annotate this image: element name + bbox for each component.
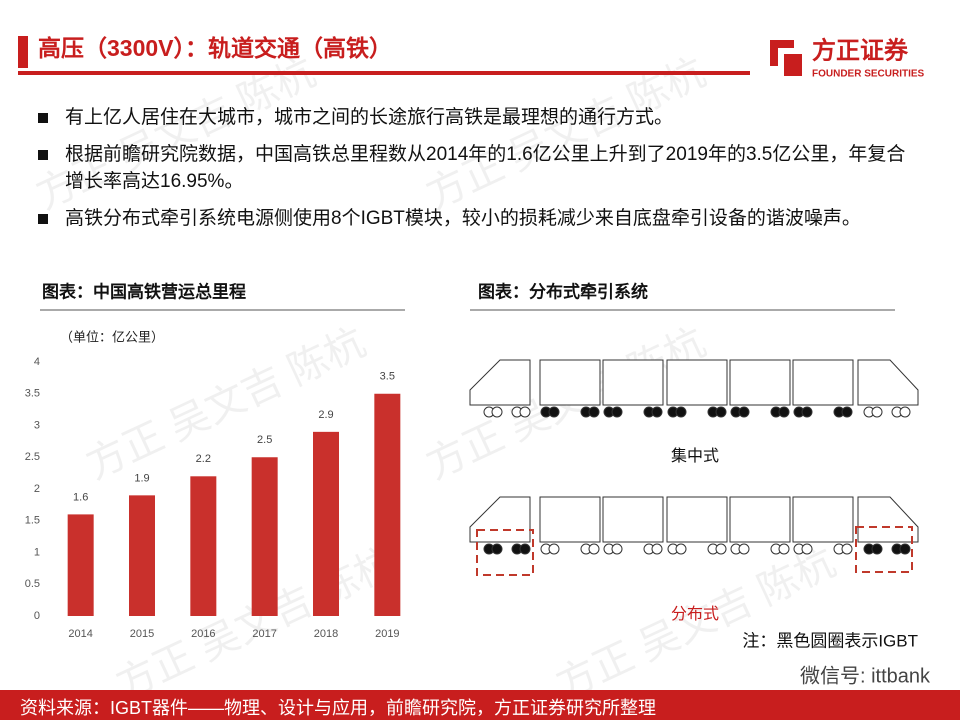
wheel — [651, 543, 663, 555]
wheel — [871, 543, 883, 555]
train-diagram — [469, 359, 919, 576]
logo-subtext: FOUNDER SECURITIES — [812, 69, 925, 80]
bar — [313, 431, 339, 616]
wheel — [871, 406, 883, 418]
wheel — [778, 406, 790, 418]
bar — [190, 476, 217, 616]
title-marker — [18, 36, 28, 68]
y-tick-label: 0 — [34, 610, 40, 622]
wheel — [738, 406, 750, 418]
value-label: 1.9 — [134, 472, 149, 484]
wheel — [675, 543, 687, 555]
wheel — [715, 406, 727, 418]
wheel — [611, 543, 623, 555]
train-car — [539, 359, 601, 406]
wheel — [651, 406, 663, 418]
logo-icon — [770, 40, 802, 76]
train-car — [469, 359, 531, 406]
value-label: 2.9 — [318, 409, 333, 421]
y-tick-label: 3 — [34, 419, 40, 431]
wheel — [548, 406, 560, 418]
value-label: 3.5 — [380, 371, 395, 383]
wheel — [801, 406, 813, 418]
y-tick-label: 3.5 — [25, 388, 40, 400]
logo-text: 方正证券 — [812, 36, 909, 64]
bullet: 有上亿人居住在大城市，城市之间的长途旅行高铁是最理想的通行方式。 — [38, 104, 908, 131]
bar — [374, 393, 401, 616]
train-car — [602, 359, 664, 406]
slide-title: 高压（3300V）：轨道交通（高铁） — [38, 35, 392, 61]
bullet: 根据前瞻研究院数据，中国高铁总里程数从2014年的1.6亿公里上升到了2019年… — [38, 141, 908, 195]
watermark: 方正 吴文吉 陈杭 — [550, 540, 843, 708]
highlight-box — [855, 526, 913, 573]
y-tick-label: 1 — [34, 546, 40, 558]
bar — [129, 495, 155, 616]
wheel — [738, 543, 750, 555]
train-car — [729, 359, 791, 406]
wheel — [548, 543, 560, 555]
wheel — [491, 543, 503, 555]
diagram-label: 集中式 — [671, 447, 719, 465]
value-label: 2.5 — [257, 434, 272, 446]
train-car — [857, 496, 919, 543]
wheel — [491, 406, 503, 418]
wheel — [519, 406, 531, 418]
x-tick-label: 2015 — [130, 628, 154, 640]
train-car — [539, 496, 601, 543]
wheel — [611, 406, 623, 418]
x-tick-label: 2014 — [68, 628, 92, 640]
wheel — [715, 543, 727, 555]
wechat-id: 微信号: ittbank — [800, 664, 931, 687]
y-tick-label: 1.5 — [25, 515, 40, 527]
source: 资料来源：IGBT器件——物理、设计与应用，前瞻研究院，方正证券研究所整理 — [20, 698, 656, 718]
train-car — [857, 359, 919, 406]
wheel — [841, 543, 853, 555]
y-tick-label: 2.5 — [25, 451, 40, 463]
value-label: 2.2 — [196, 453, 211, 465]
footer: 资料来源：IGBT器件——物理、设计与应用，前瞻研究院，方正证券研究所整理 — [0, 690, 960, 720]
y-tick-label: 4 — [34, 356, 40, 368]
train-car — [469, 496, 531, 543]
wheel — [519, 543, 531, 555]
wheel — [778, 543, 790, 555]
wheel — [588, 543, 600, 555]
bar — [67, 514, 94, 616]
wheel — [841, 406, 853, 418]
wheel — [675, 406, 687, 418]
train-car — [666, 359, 728, 406]
diagram-note: 注：黑色圆圈表示IGBT — [742, 631, 918, 650]
bar — [251, 457, 278, 616]
x-tick-label: 2016 — [191, 628, 215, 640]
wheel — [899, 543, 911, 555]
diagram-title: 图表：分布式牵引系统 — [478, 281, 648, 301]
bullet: 高铁分布式牵引系统电源侧使用8个IGBT模块，较小的损耗减少来自底盘牵引设备的谐… — [38, 205, 908, 232]
x-tick-label: 2017 — [252, 628, 276, 640]
value-label: 1.6 — [73, 491, 88, 503]
wheel — [588, 406, 600, 418]
diagram-label: 分布式 — [671, 605, 719, 623]
unit-label: （单位：亿公里） — [60, 329, 164, 344]
wheel — [801, 543, 813, 555]
train-car — [602, 496, 664, 543]
bullet-list: 有上亿人居住在大城市，城市之间的长途旅行高铁是最理想的通行方式。 根据前瞻研究院… — [38, 104, 908, 242]
train-car — [792, 496, 854, 543]
x-tick-label: 2019 — [375, 628, 399, 640]
train-car — [792, 359, 854, 406]
train-car — [666, 496, 728, 543]
y-tick-label: 2 — [34, 483, 40, 495]
bar-chart: 0 0.5 1 1.5 2 2.5 3 3.5 4 2014 1.6 2015 1.9 2016 2.2 20… — [25, 356, 401, 640]
train-car — [729, 496, 791, 543]
chart-title: 图表：中国高铁营运总里程 — [42, 281, 246, 301]
wheel — [899, 406, 911, 418]
y-tick-label: 0.5 — [25, 578, 40, 590]
x-tick-label: 2018 — [314, 628, 338, 640]
highlight-box — [476, 529, 534, 576]
